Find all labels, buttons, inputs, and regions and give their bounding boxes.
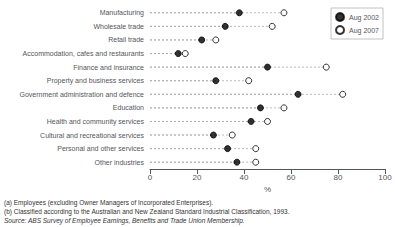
svg-text:Finance and insurance: Finance and insurance [73,64,144,71]
svg-text:Aug 2002: Aug 2002 [349,14,379,22]
svg-text:Other industries: Other industries [95,159,145,166]
svg-text:Source: ABS Survey of Employee: Source: ABS Survey of Employee Earnings,… [4,217,245,225]
svg-text:80: 80 [334,173,343,182]
svg-text:Wholesale trade: Wholesale trade [93,23,144,30]
svg-text:Government administration and: Government administration and defence [19,91,144,98]
svg-text:Accommodation, cafes and resta: Accommodation, cafes and restaurants [23,50,145,57]
svg-text:Health and community services: Health and community services [47,118,145,126]
svg-text:0: 0 [148,173,153,182]
svg-text:60: 60 [287,173,296,182]
svg-text:Retail trade: Retail trade [108,36,144,43]
svg-text:(a) Employees (excluding Owner: (a) Employees (excluding Owner Managers … [4,199,213,207]
svg-text:Cultural and recreational serv: Cultural and recreational services [40,132,144,139]
svg-text:100: 100 [378,173,392,182]
svg-text:%: % [264,185,271,194]
svg-text:20: 20 [193,173,202,182]
svg-text:Personal and other services: Personal and other services [57,145,144,152]
svg-text:Education: Education [113,104,144,111]
svg-text:(b) Classified according to th: (b) Classified according to the Australi… [4,208,290,216]
svg-text:Manufacturing: Manufacturing [100,9,144,17]
svg-text:40: 40 [240,173,249,182]
svg-text:Aug 2007: Aug 2007 [349,27,379,35]
svg-text:Property and business services: Property and business services [47,77,145,85]
